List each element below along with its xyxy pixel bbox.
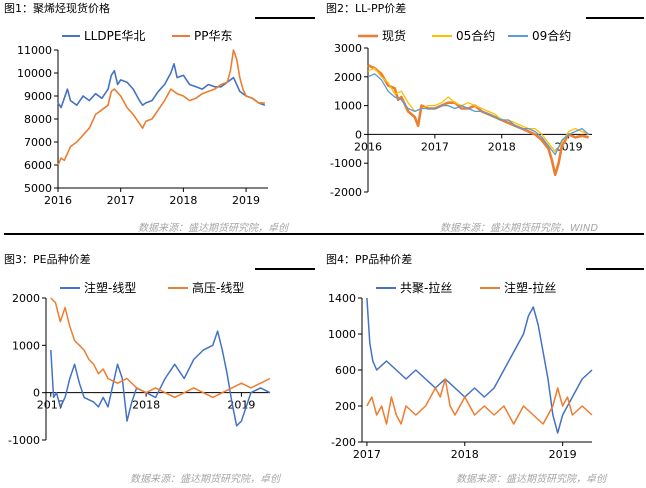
y-tick-label: 0: [355, 128, 362, 141]
y-tick-label: -200: [331, 436, 356, 449]
x-tick-label: 2017: [353, 448, 381, 461]
y-tick-label: 11000: [17, 44, 52, 57]
legend-label: 09合约: [532, 28, 571, 43]
series-line-2: [57, 49, 265, 166]
y-tick-label: 2000: [334, 71, 362, 84]
x-tick-label: 2018: [132, 399, 160, 412]
chart2-title: 图2：LL-PP价差: [326, 2, 407, 15]
y-tick-label: 5000: [24, 182, 52, 195]
series-line-2: [50, 297, 271, 399]
legend-label: 高压-线型: [192, 280, 244, 295]
x-tick-label: 2018: [169, 194, 197, 207]
y-tick-label: 1000: [12, 339, 40, 352]
y-tick-label: -1000: [8, 434, 40, 447]
chart4-title: 图4：PP品种价差: [326, 253, 413, 266]
y-tick-label: 7000: [24, 136, 52, 149]
series-line-2: [367, 67, 589, 153]
x-tick-label: 2017: [107, 194, 135, 207]
x-tick-label: 2016: [354, 140, 382, 153]
chart1-title: 图1：聚烯烃现货价格: [4, 2, 110, 15]
y-tick-label: -2000: [330, 186, 362, 199]
y-tick-label: 0: [33, 387, 40, 400]
y-tick-label: 600: [335, 364, 356, 377]
y-tick-label: 6000: [24, 159, 52, 172]
y-tick-label: 3000: [334, 42, 362, 55]
x-tick-label: 2018: [451, 448, 479, 461]
legend-label: 现货: [382, 28, 406, 43]
series-line-1: [366, 297, 593, 434]
y-tick-label: 10000: [17, 67, 52, 80]
chart3-title-rule: [255, 268, 315, 270]
y-tick-label: 1000: [334, 100, 362, 113]
x-tick-label: 2019: [549, 448, 577, 461]
y-tick-label: 8000: [24, 113, 52, 126]
chart4-title-rule: [586, 268, 644, 270]
legend-label: 注塑-拉丝: [504, 280, 556, 295]
y-tick-label: 1000: [328, 328, 356, 341]
x-tick-label: 2017: [37, 399, 65, 412]
chart1-svg: 5000 6000 7000 8000 9000 10000 11000 2016 2017 20…: [17, 29, 268, 207]
chart1-source: 数据来源：盛达期货研究院，卓创: [138, 223, 288, 234]
series-line-1: [57, 63, 266, 109]
chart3-source: 数据来源：盛达期货研究院，卓创: [130, 474, 280, 485]
legend-label: 05合约: [456, 28, 495, 43]
x-tick-label: 2019: [232, 194, 260, 207]
chart4-svg: -200 200 600 1000 1400 2017 2018 2019 共聚-拉丝 注塑-拉丝: [328, 280, 593, 461]
y-tick-label: 200: [335, 400, 356, 413]
legend-label: PP华东: [194, 29, 232, 43]
legend-label: LLDPE华北: [84, 29, 145, 43]
y-tick-label: 1400: [328, 292, 356, 305]
series-line-2: [366, 378, 593, 425]
chart2-source: 数据来源：盛达期货研究院，WIND: [440, 223, 599, 234]
chart4-source: 数据来源：盛达期货研究院，卓创: [456, 474, 606, 485]
y-tick-label: 2000: [12, 292, 40, 305]
chart3-title: 图3：PE品种价差: [4, 253, 91, 266]
series-line-3: [367, 73, 590, 156]
y-tick-label: -1000: [330, 157, 362, 170]
legend-label: 注塑-线型: [84, 280, 136, 295]
chart1-title-rule: [255, 17, 315, 19]
chart2-title-rule: [586, 17, 644, 19]
x-tick-label: 2016: [44, 194, 72, 207]
series-line-1: [367, 64, 589, 176]
y-tick-label: 9000: [24, 90, 52, 103]
legend-label: 共聚-拉丝: [400, 280, 452, 295]
top-bottom-rule: [4, 233, 644, 235]
x-tick-label: 2018: [488, 140, 516, 153]
x-tick-label: 2017: [421, 140, 449, 153]
